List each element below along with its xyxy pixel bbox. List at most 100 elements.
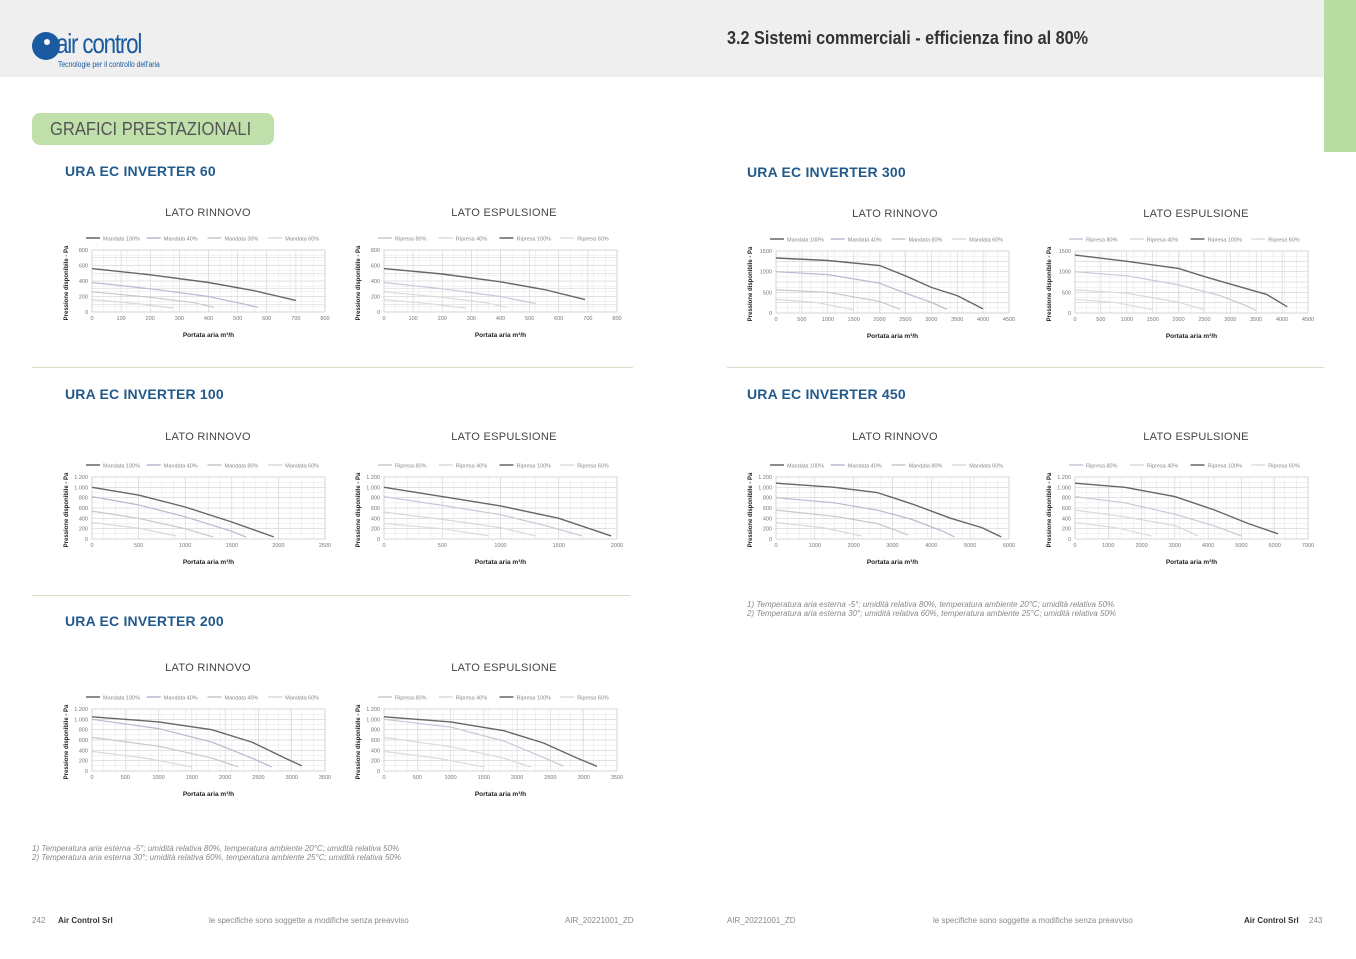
legend-label: Mandata 60% bbox=[285, 696, 319, 702]
air-control-logo: air control Tecnologie per il controllo … bbox=[32, 28, 182, 74]
y-tick-label: 0 bbox=[85, 769, 88, 775]
x-tick-label: 500 bbox=[134, 543, 143, 549]
y-tick-label: 800 bbox=[371, 248, 380, 254]
x-tick-label: 2500 bbox=[899, 317, 911, 323]
plot-frame bbox=[1074, 476, 1309, 540]
doc-code-left: AIR_20221001_ZD bbox=[565, 916, 634, 925]
chart-svg: Ripresa 80% Ripresa 40% Ripresa 100% Ripres… bbox=[356, 464, 623, 567]
x-tick-label: 4000 bbox=[925, 543, 937, 549]
x-tick-label: 800 bbox=[320, 316, 329, 322]
legend-label: Mandata 40% bbox=[848, 238, 882, 244]
chart-svg: Mandata 100% Mandata 40% Mandata 80% Mandat… bbox=[748, 238, 1015, 341]
x-tick-label: 3000 bbox=[886, 543, 898, 549]
y-axis-label: Pressione disponibile - Pa bbox=[356, 472, 362, 547]
x-tick-label: 6000 bbox=[1003, 543, 1015, 549]
y-tick-label: 200 bbox=[371, 295, 380, 301]
x-tick-label: 2000 bbox=[272, 543, 284, 549]
y-tick-label: 1.200 bbox=[366, 707, 380, 713]
x-tick-label: 4000 bbox=[1276, 317, 1288, 323]
plot-frame bbox=[775, 250, 1010, 314]
page-number-right: 243 bbox=[1309, 916, 1323, 925]
chart-inverter-200-rinnovo: Mandata 100% Mandata 40% Mandata 40% Mandat… bbox=[60, 687, 340, 807]
x-tick-label: 2500 bbox=[1198, 317, 1210, 323]
legend-label: Ripresa 100% bbox=[517, 464, 552, 470]
x-axis-label: Portata aria m³/h bbox=[1166, 559, 1217, 566]
y-tick-label: 1000 bbox=[1059, 270, 1071, 276]
legend-label: Ripresa 40% bbox=[1147, 238, 1179, 244]
y-axis-label: Pressione disponibile - Pa bbox=[64, 245, 70, 320]
y-tick-label: 0 bbox=[377, 769, 380, 775]
series-line bbox=[1074, 482, 1279, 535]
y-tick-label: 200 bbox=[79, 527, 88, 533]
footnote-1-right: 1) Temperatura aria esterna -5°; umidità… bbox=[747, 600, 1115, 609]
y-tick-label: 800 bbox=[79, 248, 88, 254]
legend-label: Ripresa 40% bbox=[1147, 464, 1179, 470]
chart-label-100-espulsione: LATO ESPULSIONE bbox=[451, 431, 557, 443]
x-tick-label: 0 bbox=[90, 543, 93, 549]
disclaimer-right: le specifiche sono soggette a modifiche … bbox=[933, 916, 1133, 925]
x-tick-label: 2000 bbox=[873, 317, 885, 323]
chart-label-200-espulsione: LATO ESPULSIONE bbox=[451, 662, 557, 674]
x-tick-label: 4000 bbox=[1202, 543, 1214, 549]
legend-label: Ripresa 40% bbox=[456, 464, 488, 470]
y-tick-label: 800 bbox=[79, 496, 88, 502]
y-axis-label: Pressione disponibile - Pa bbox=[64, 472, 70, 547]
chart-label-450-espulsione: LATO ESPULSIONE bbox=[1143, 431, 1249, 443]
x-tick-label: 5000 bbox=[1235, 543, 1247, 549]
legend-label: Mandata 100% bbox=[787, 464, 824, 470]
y-tick-label: 0 bbox=[85, 537, 88, 543]
chart-inverter-200-espulsione: Ripresa 80% Ripresa 40% Ripresa 100% Ripres… bbox=[352, 687, 632, 807]
footnote-2-left: 2) Temperatura aria esterna 30°; umidità… bbox=[32, 853, 401, 862]
x-axis-label: Portata aria m³/h bbox=[475, 791, 526, 798]
x-axis-label: Portata aria m³/h bbox=[1166, 333, 1217, 340]
y-tick-label: 1.200 bbox=[758, 475, 772, 481]
series-line bbox=[91, 291, 215, 308]
series-line bbox=[91, 486, 274, 538]
series-line bbox=[91, 281, 259, 308]
x-tick-label: 3500 bbox=[1250, 317, 1262, 323]
x-tick-label: 0 bbox=[382, 543, 385, 549]
y-axis-label: Pressione disponibile - Pa bbox=[748, 472, 754, 547]
legend-label: Ripresa 100% bbox=[517, 237, 552, 243]
y-tick-label: 0 bbox=[377, 537, 380, 543]
series-line bbox=[91, 267, 297, 302]
x-tick-label: 700 bbox=[291, 316, 300, 322]
x-axis-label: Portata aria m³/h bbox=[183, 559, 234, 566]
y-tick-label: 400 bbox=[79, 516, 88, 522]
legend-label: Mandata 40% bbox=[225, 696, 259, 702]
legend-label: Mandata 100% bbox=[103, 696, 140, 702]
x-tick-label: 300 bbox=[467, 316, 476, 322]
y-tick-label: 1.200 bbox=[74, 707, 88, 713]
logo-tagline: Tecnologie per il controllo dell'aria bbox=[58, 60, 160, 69]
series-line bbox=[775, 509, 909, 536]
series-line bbox=[775, 257, 984, 310]
x-tick-label: 500 bbox=[413, 775, 422, 781]
x-tick-label: 500 bbox=[1096, 317, 1105, 323]
y-tick-label: 1.000 bbox=[366, 485, 380, 491]
chart-svg: Mandata 100% Mandata 40% Mandata 30% Mandat… bbox=[64, 237, 330, 340]
x-tick-label: 0 bbox=[774, 317, 777, 323]
y-axis-label: Pressione disponibile - Pa bbox=[64, 704, 70, 779]
x-tick-label: 300 bbox=[175, 316, 184, 322]
legend-label: Ripresa 60% bbox=[577, 696, 609, 702]
y-tick-label: 0 bbox=[1068, 311, 1071, 317]
y-tick-label: 1.000 bbox=[74, 717, 88, 723]
y-tick-label: 400 bbox=[371, 279, 380, 285]
y-tick-label: 400 bbox=[371, 748, 380, 754]
x-axis-label: Portata aria m³/h bbox=[475, 559, 526, 566]
series-line bbox=[383, 716, 598, 767]
x-tick-label: 2000 bbox=[1135, 543, 1147, 549]
chart-inverter-100-espulsione: Ripresa 80% Ripresa 40% Ripresa 100% Ripres… bbox=[352, 455, 632, 575]
y-tick-label: 200 bbox=[79, 295, 88, 301]
legend-label: Ripresa 100% bbox=[517, 696, 552, 702]
y-tick-label: 400 bbox=[79, 748, 88, 754]
legend-label: Mandata 100% bbox=[103, 464, 140, 470]
x-tick-label: 1000 bbox=[494, 543, 506, 549]
chart-label-60-rinnovo: LATO RINNOVO bbox=[165, 207, 251, 219]
x-tick-label: 4000 bbox=[977, 317, 989, 323]
chart-inverter-450-rinnovo: Mandata 100% Mandata 40% Mandata 80% Mandat… bbox=[744, 455, 1024, 575]
y-tick-label: 0 bbox=[85, 310, 88, 316]
chart-label-300-espulsione: LATO ESPULSIONE bbox=[1143, 208, 1249, 220]
x-tick-label: 1000 bbox=[822, 317, 834, 323]
series-line bbox=[91, 718, 272, 768]
